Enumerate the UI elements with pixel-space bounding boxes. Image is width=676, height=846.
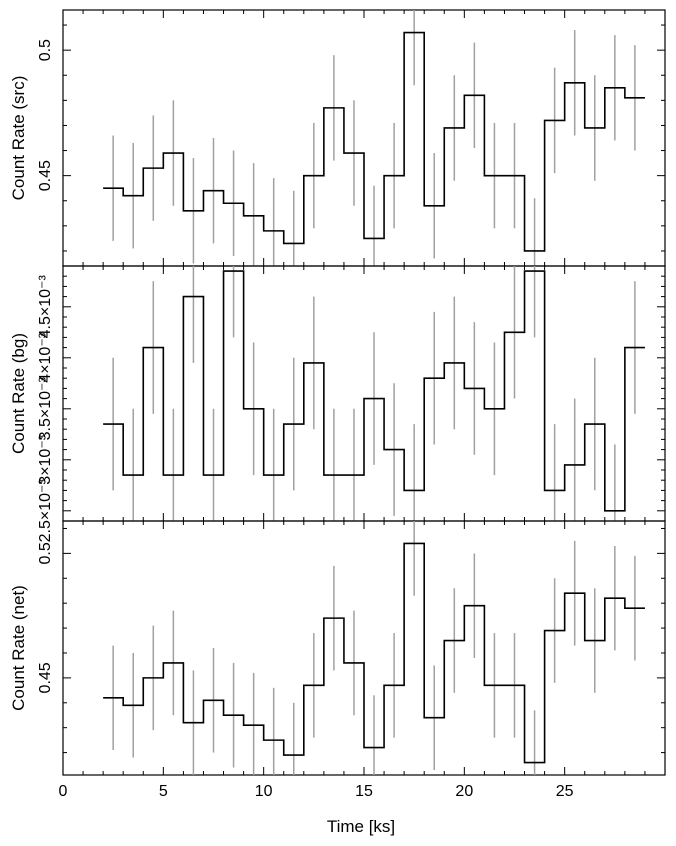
lightcurve-line bbox=[103, 542, 645, 764]
series-group bbox=[103, 266, 645, 521]
y-tick-label: 4×10⁻³ bbox=[37, 332, 54, 382]
lightcurve-line bbox=[103, 270, 645, 512]
panel-3: 0.45 0.5 Count Rate (net) 0 5 10 15 20 25 bbox=[9, 520, 666, 800]
panels: 0.45 0.5 Count Rate (src) 2.5×10⁻³3×10⁻³3.5… bbox=[9, 9, 666, 800]
y-axis-label: Count Rate (src) bbox=[9, 76, 28, 201]
x-tick-label: 20 bbox=[455, 783, 473, 800]
x-tick-label: 25 bbox=[556, 783, 574, 800]
y-axis-label: Count Rate (bg) bbox=[9, 333, 28, 454]
y-tick-label: 4.5×10⁻³ bbox=[37, 275, 54, 339]
panel-2: 2.5×10⁻³3×10⁻³3.5×10⁻³4×10⁻³4.5×10⁻³ Coun… bbox=[9, 265, 666, 543]
x-tick-label: 5 bbox=[159, 783, 168, 800]
series-group bbox=[103, 10, 645, 266]
y-axis-label: Count Rate (net) bbox=[9, 585, 28, 711]
y-tick-label: 0.5 bbox=[37, 39, 54, 61]
x-axis-label: Time [ks] bbox=[327, 817, 395, 836]
y-tick-label: 0.45 bbox=[37, 662, 54, 693]
series-group bbox=[103, 521, 645, 775]
y-tick-label: 0.5 bbox=[37, 542, 54, 564]
y-tick-label: 0.45 bbox=[37, 160, 54, 191]
panel-1: 0.45 0.5 Count Rate (src) bbox=[9, 9, 666, 267]
y-tick-label: 3.5×10⁻³ bbox=[37, 377, 54, 441]
y-tick-label: 3×10⁻³ bbox=[37, 434, 54, 484]
y-tick-label: 2.5×10⁻³ bbox=[37, 479, 54, 543]
x-tick-label: 0 bbox=[59, 783, 68, 800]
x-tick-label: 15 bbox=[355, 783, 373, 800]
lightcurve-line bbox=[103, 31, 645, 252]
x-tick-label: 10 bbox=[255, 783, 273, 800]
